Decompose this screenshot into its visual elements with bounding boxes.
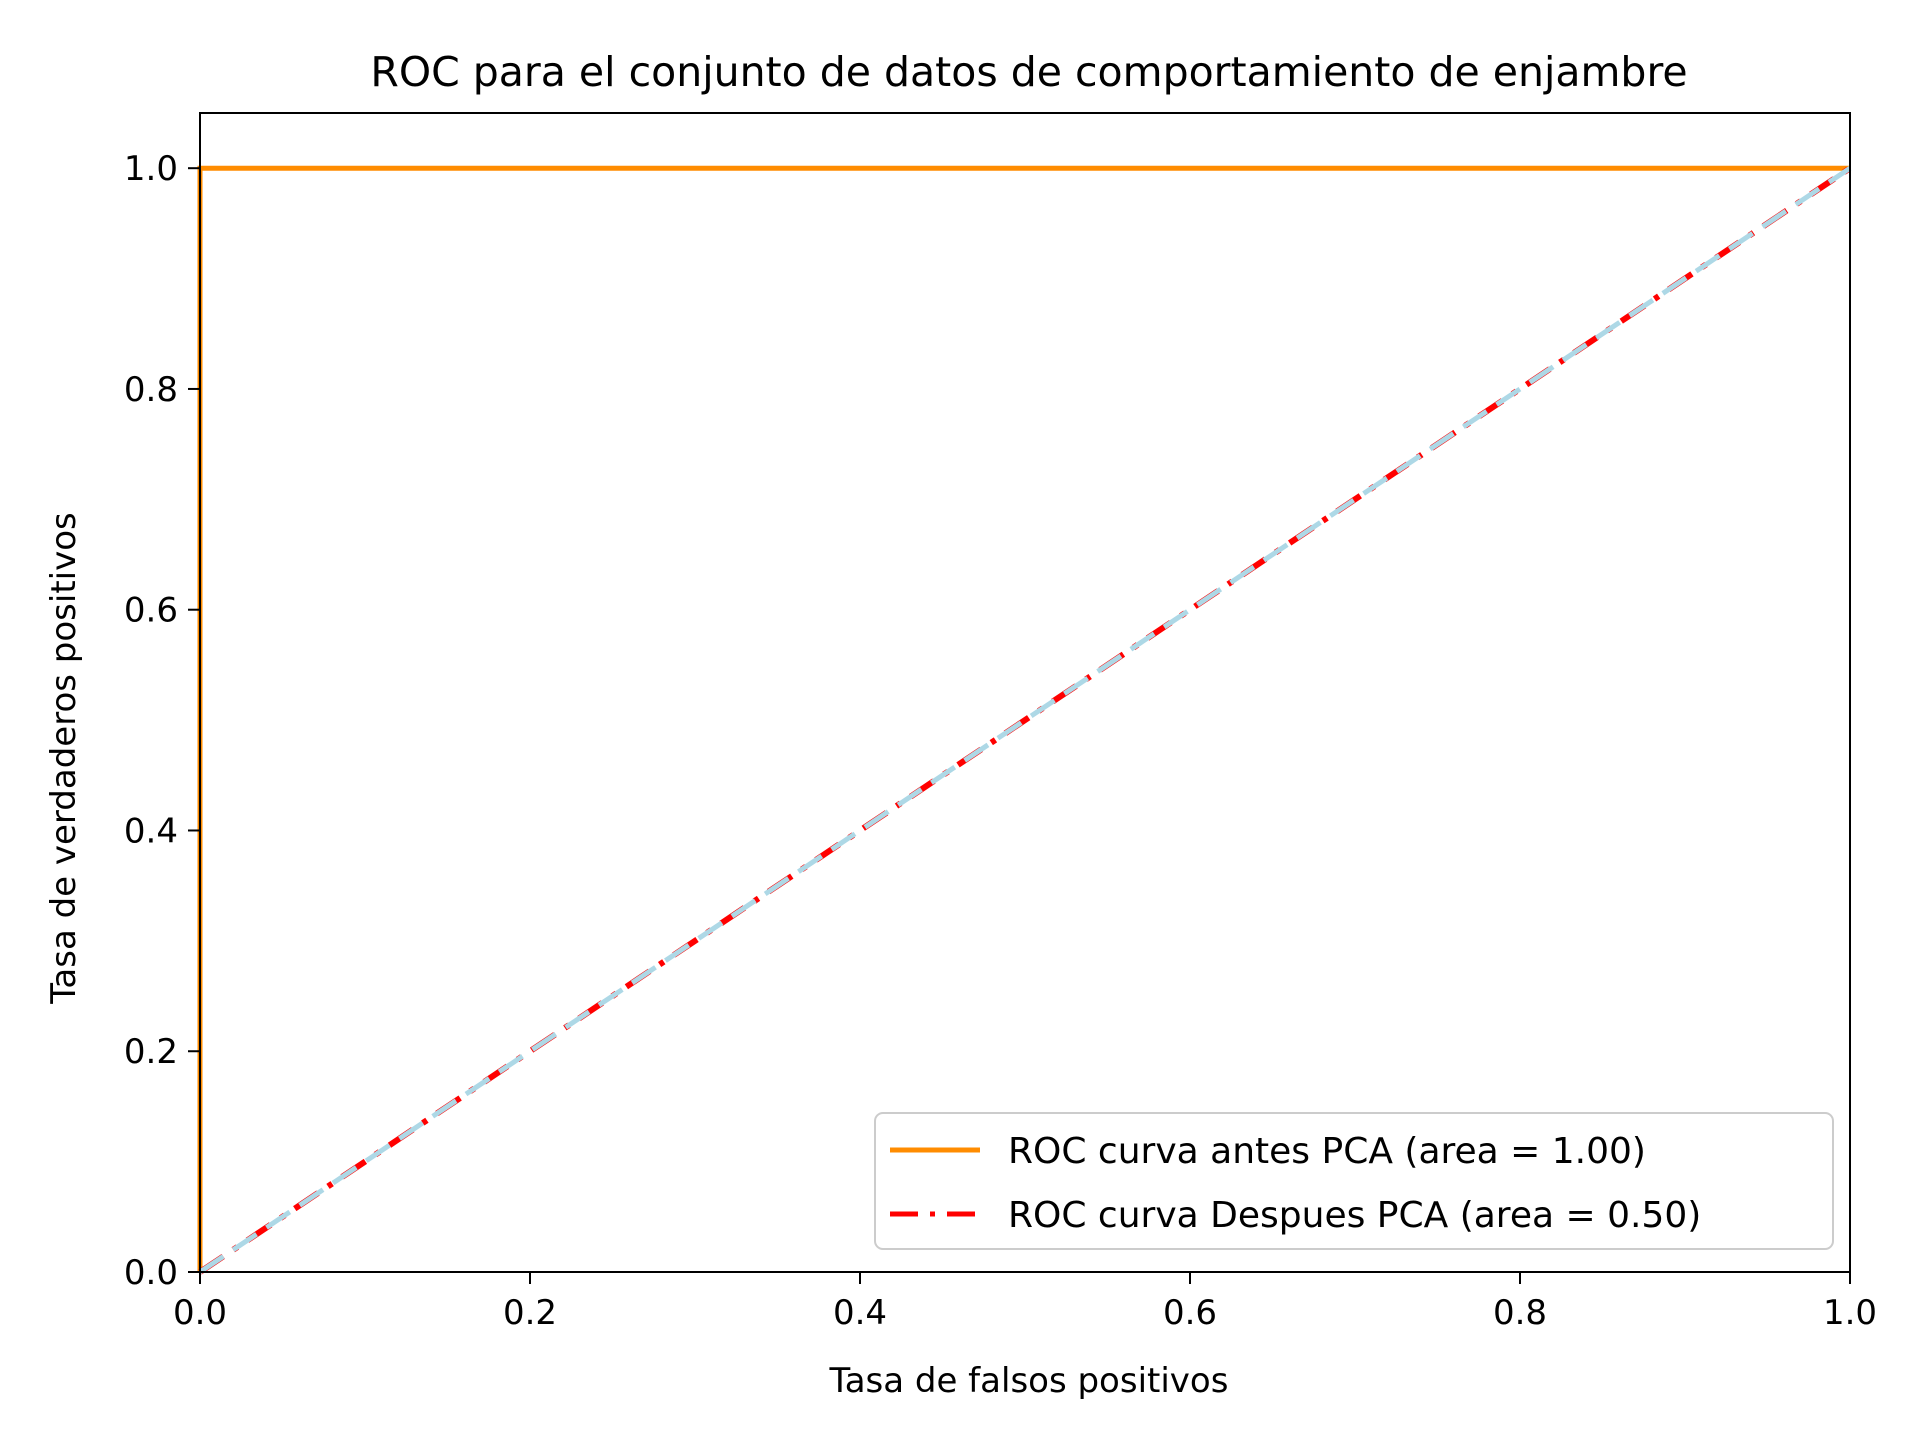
chart-title: ROC para el conjunto de datos de comport…: [370, 48, 1687, 96]
series-line-2: [198, 166, 1852, 1275]
plot-frame: [199, 112, 1851, 1273]
x-tick-label: 1.0: [1823, 1293, 1877, 1333]
legend-label-antes-pca: ROC curva antes PCA (area = 1.00): [1008, 1131, 1646, 1172]
x-tick-label: 0.2: [503, 1293, 557, 1333]
y-tick-label: 0.6: [124, 591, 178, 631]
y-tick-label: 0.0: [124, 1253, 178, 1293]
x-tick-label: 0.8: [1493, 1293, 1547, 1333]
x-tick-label: 0.0: [173, 1293, 227, 1333]
legend: ROC curva antes PCA (area = 1.00) ROC cu…: [874, 1112, 1834, 1250]
x-tick-label: 0.4: [833, 1293, 887, 1333]
y-tick-label: 0.8: [124, 370, 178, 410]
y-axis-label: Tasa de verdaderos positivos: [44, 512, 84, 1005]
legend-box: [874, 1112, 1834, 1250]
legend-label-despues-pca: ROC curva Despues PCA (area = 0.50): [1008, 1195, 1701, 1236]
x-axis-ticks: 0.0 0.2 0.4 0.6 0.8 1.0: [173, 1272, 1877, 1333]
x-axis-label: Tasa de falsos positivos: [829, 1361, 1229, 1401]
y-axis-ticks: 0.0 0.2 0.4 0.6 0.8 1.0: [124, 149, 200, 1293]
y-tick-label: 1.0: [124, 149, 178, 189]
y-tick-label: 0.4: [124, 811, 178, 851]
y-tick-label: 0.2: [124, 1032, 178, 1072]
x-tick-label: 0.6: [1163, 1293, 1217, 1333]
